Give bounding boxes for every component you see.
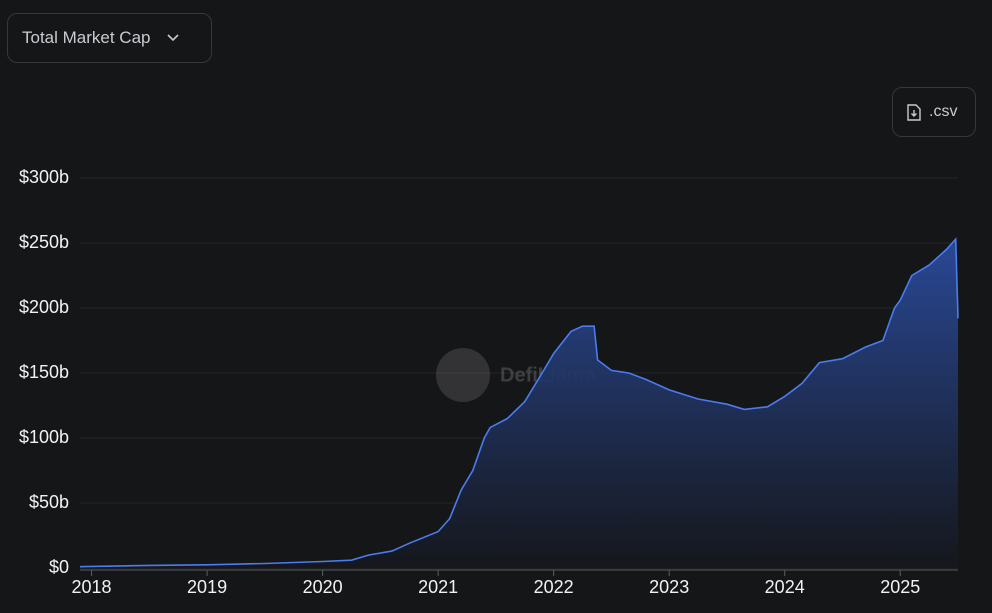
y-tick-label: $200b <box>19 297 69 317</box>
area-line <box>79 237 959 568</box>
metric-dropdown[interactable]: Total Market Cap <box>7 13 212 63</box>
y-tick-label: $250b <box>19 232 69 252</box>
y-tick-label: $150b <box>19 362 69 382</box>
y-tick-label: $50b <box>29 492 69 512</box>
x-tick-label: 2019 <box>187 577 227 597</box>
download-icon <box>907 103 921 121</box>
csv-button[interactable]: .csv <box>892 87 976 137</box>
watermark-logo <box>436 348 490 402</box>
x-tick-label: 2024 <box>765 577 805 597</box>
area-fill <box>80 239 958 568</box>
csv-label: .csv <box>929 103 958 120</box>
x-tick-label: 2021 <box>418 577 458 597</box>
x-tick-label: 2018 <box>72 577 112 597</box>
y-tick-label: $100b <box>19 427 69 447</box>
metric-label: Total Market Cap <box>22 28 151 47</box>
x-tick-label: 2022 <box>534 577 574 597</box>
y-tick-label: $0 <box>49 557 69 577</box>
x-tick-label: 2025 <box>880 577 920 597</box>
y-tick-label: $300b <box>19 167 69 187</box>
x-tick-label: 2023 <box>649 577 689 597</box>
x-tick-label: 2020 <box>303 577 343 597</box>
chevron-icon <box>166 34 179 42</box>
